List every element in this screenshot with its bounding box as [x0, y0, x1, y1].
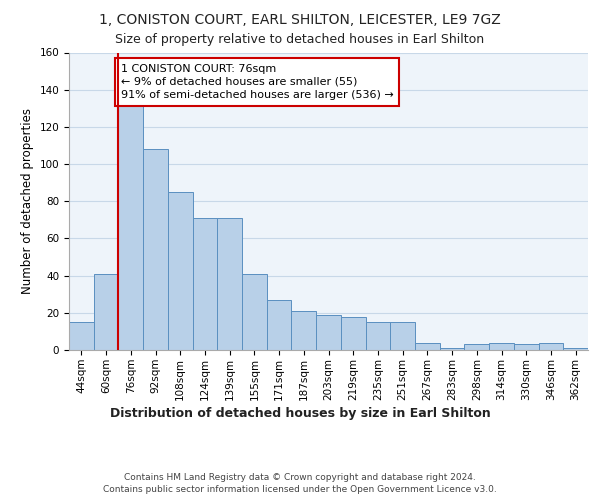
- Bar: [464, 344, 489, 350]
- Bar: [69, 322, 94, 350]
- Y-axis label: Number of detached properties: Number of detached properties: [21, 108, 34, 294]
- Bar: [267, 300, 292, 350]
- Text: 1, CONISTON COURT, EARL SHILTON, LEICESTER, LE9 7GZ: 1, CONISTON COURT, EARL SHILTON, LEICEST…: [99, 12, 501, 26]
- Bar: [390, 322, 415, 350]
- Bar: [489, 342, 514, 350]
- Bar: [168, 192, 193, 350]
- Bar: [242, 274, 267, 350]
- Bar: [365, 322, 390, 350]
- Text: Distribution of detached houses by size in Earl Shilton: Distribution of detached houses by size …: [110, 408, 490, 420]
- Bar: [539, 342, 563, 350]
- Bar: [217, 218, 242, 350]
- Bar: [440, 348, 464, 350]
- Bar: [341, 316, 365, 350]
- Bar: [118, 102, 143, 350]
- Text: Contains HM Land Registry data © Crown copyright and database right 2024.
Contai: Contains HM Land Registry data © Crown c…: [103, 472, 497, 494]
- Bar: [415, 342, 440, 350]
- Bar: [316, 314, 341, 350]
- Text: Size of property relative to detached houses in Earl Shilton: Size of property relative to detached ho…: [115, 32, 485, 46]
- Text: 1 CONISTON COURT: 76sqm
← 9% of detached houses are smaller (55)
91% of semi-det: 1 CONISTON COURT: 76sqm ← 9% of detached…: [121, 64, 394, 100]
- Bar: [563, 348, 588, 350]
- Bar: [292, 311, 316, 350]
- Bar: [193, 218, 217, 350]
- Bar: [514, 344, 539, 350]
- Bar: [94, 274, 118, 350]
- Bar: [143, 149, 168, 350]
